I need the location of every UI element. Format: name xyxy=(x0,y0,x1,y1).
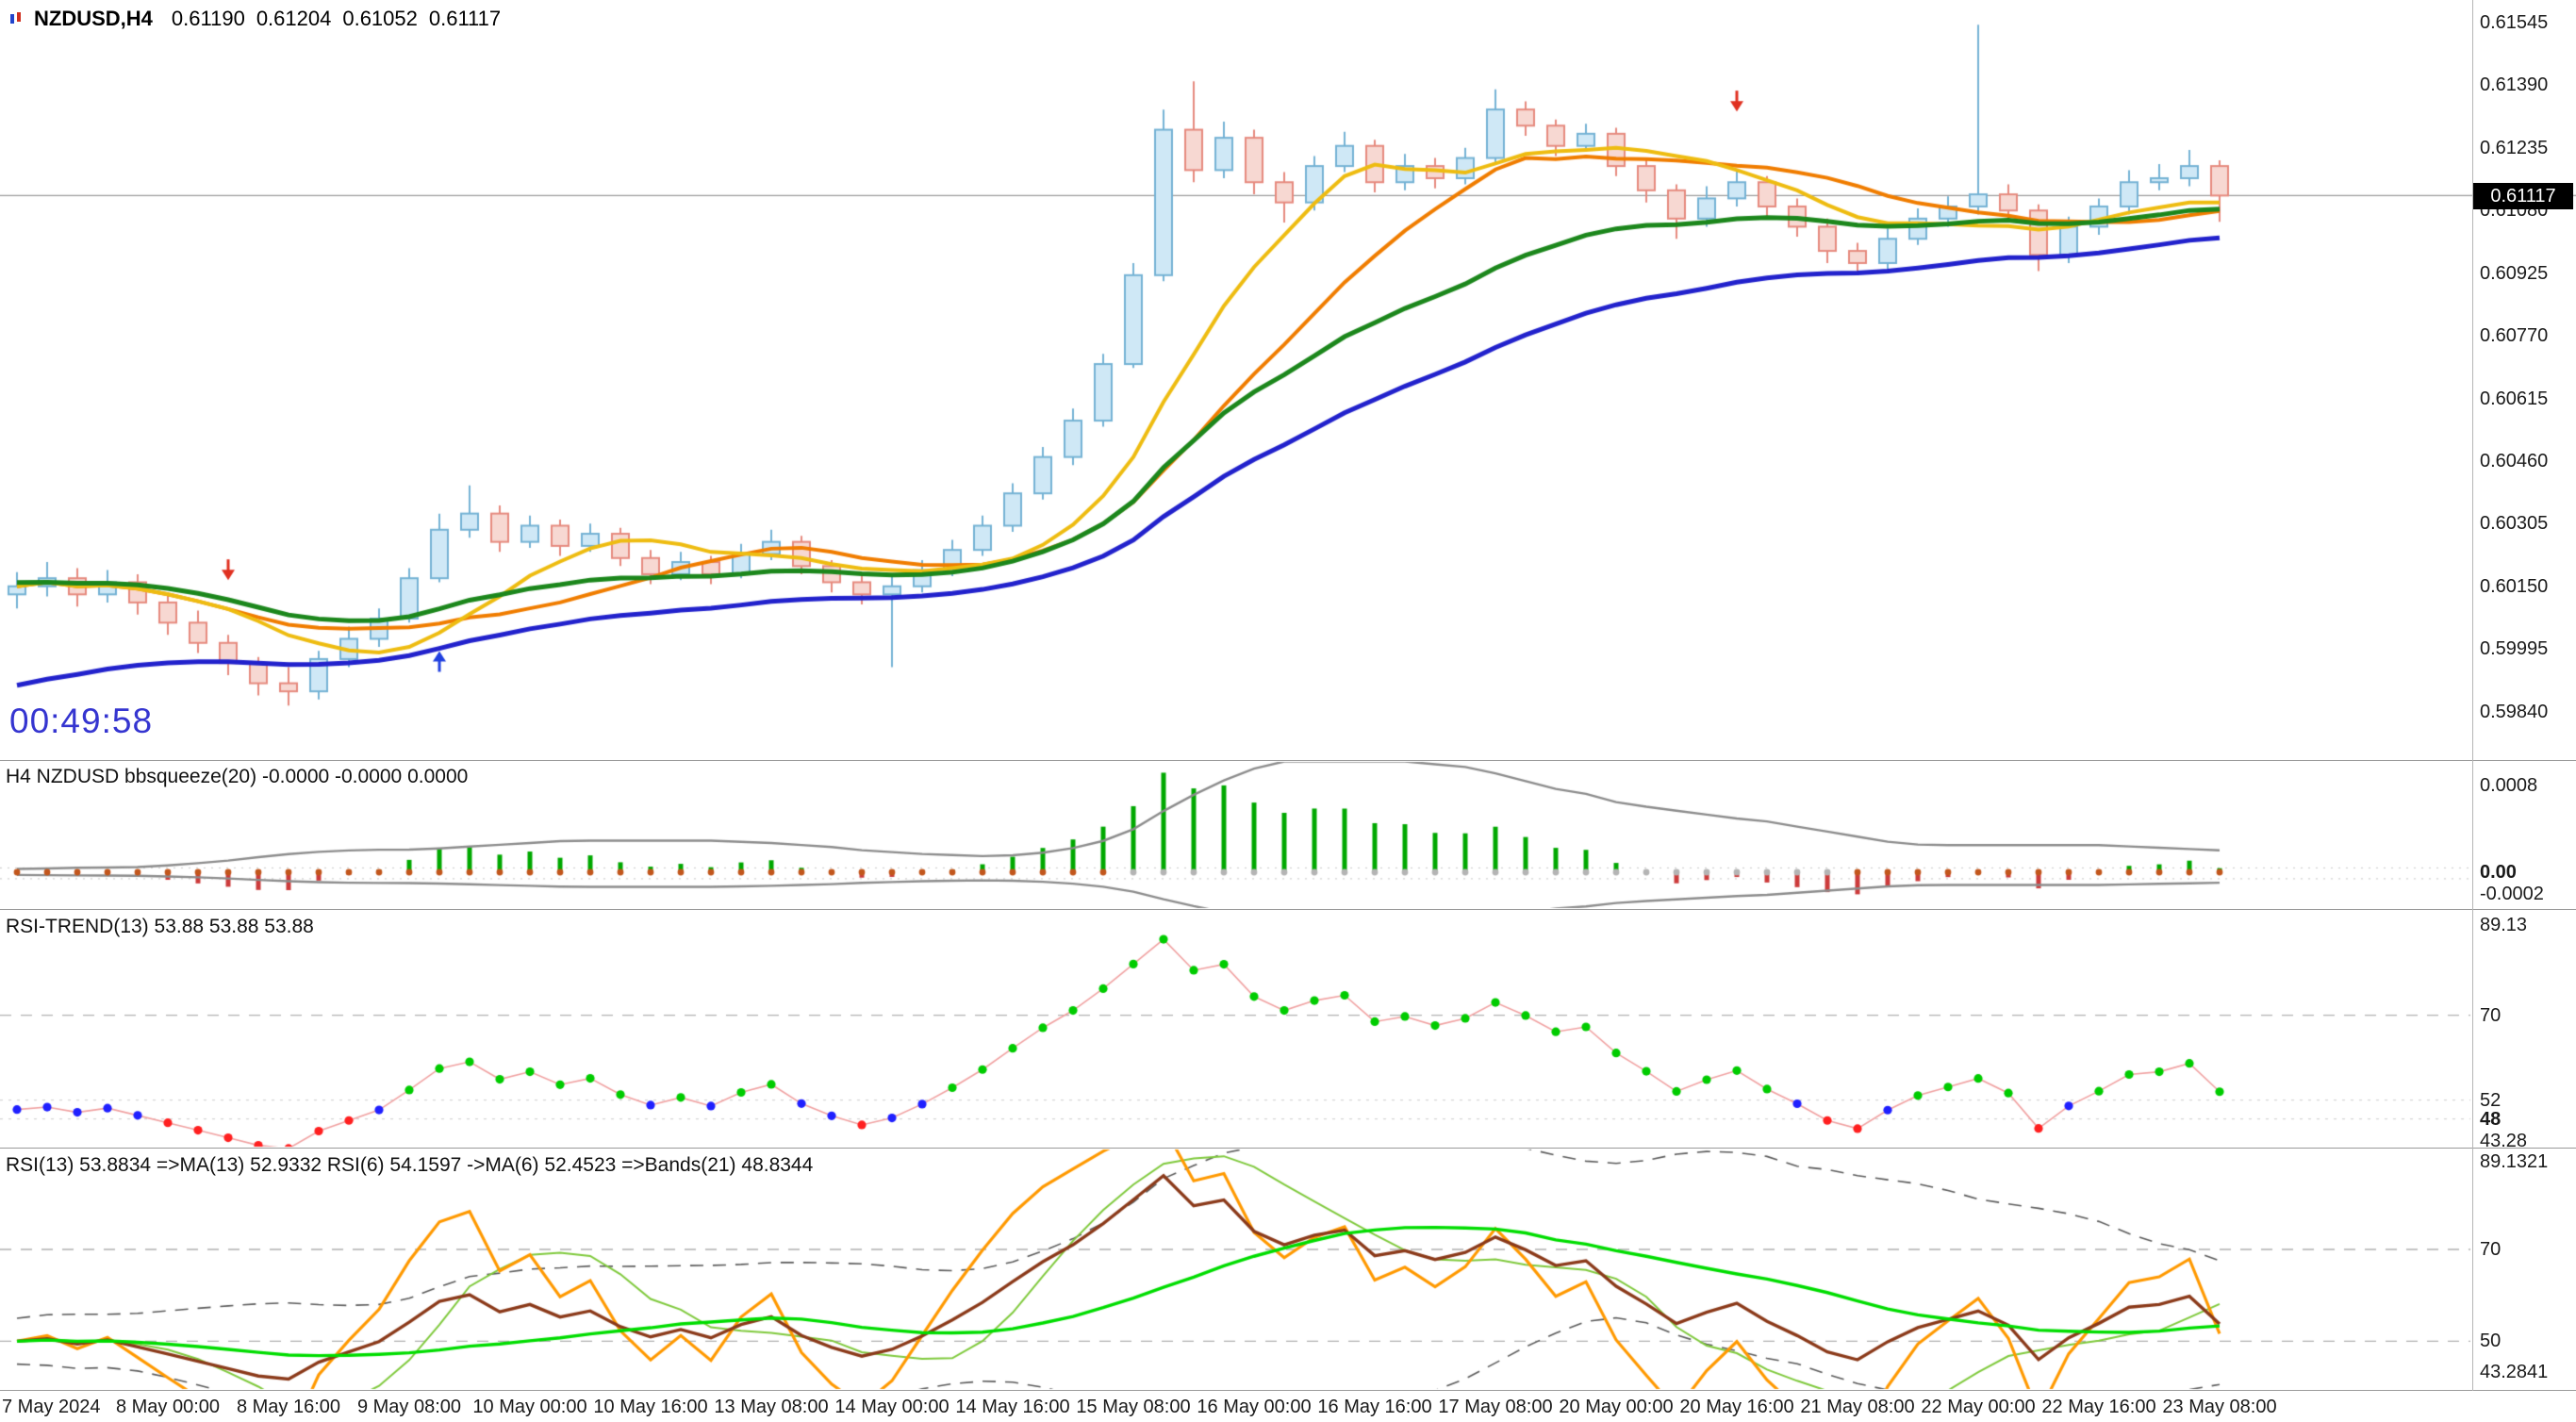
panel-separator[interactable] xyxy=(0,1390,2576,1391)
price-axis-label: 0.60150 xyxy=(2480,575,2549,597)
time-axis-label: 13 May 08:00 xyxy=(714,1397,829,1417)
time-axis-label: 10 May 16:00 xyxy=(593,1397,708,1417)
price-axis-label: 0.60615 xyxy=(2480,388,2549,409)
price-axis-label: 0.61545 xyxy=(2480,12,2549,33)
time-axis-label: 23 May 08:00 xyxy=(2162,1397,2277,1417)
bbsqueeze-axis-label: -0.0002 xyxy=(2480,884,2544,904)
current-price-badge: 0.61117 xyxy=(2473,183,2573,209)
price-axis-label: 0.60305 xyxy=(2480,513,2549,535)
bbsqueeze-axis-label: 0.0008 xyxy=(2480,775,2538,796)
candle-countdown-timer: 00:49:58 xyxy=(9,702,154,740)
chart-symbol-icon xyxy=(10,12,21,24)
price-axis-label: 0.60770 xyxy=(2480,325,2549,347)
rsi-trend-axis-label: 70 xyxy=(2480,1004,2502,1026)
main-chart-header: NZDUSD,H4 0.61190 0.61204 0.61052 0.6111… xyxy=(8,7,512,31)
time-axis-label: 9 May 08:00 xyxy=(356,1397,462,1417)
ohlc-high: 0.61204 xyxy=(256,7,332,30)
price-axis-label: 0.61235 xyxy=(2480,137,2549,158)
time-axis-label: 8 May 16:00 xyxy=(236,1397,341,1417)
price-axis-label: 0.59840 xyxy=(2480,701,2549,722)
rsi-axis-label: 70 xyxy=(2480,1239,2502,1261)
rsi-trend-values: 53.88 53.88 53.88 xyxy=(154,916,314,937)
rsi-trend-axis-label: 52 xyxy=(2480,1089,2502,1111)
axis-separator xyxy=(2472,0,2473,1391)
time-axis-label: 17 May 08:00 xyxy=(1438,1397,1553,1417)
price-axis-label: 0.60460 xyxy=(2480,450,2549,471)
price-axis-label: 0.59995 xyxy=(2480,638,2549,660)
ohlc-close: 0.61117 xyxy=(428,7,502,30)
rsi-axis-label: 50 xyxy=(2480,1331,2502,1352)
rsi-title: RSI(13) 53.8834 =>MA(13) 52.9332 RSI(6) … xyxy=(6,1154,814,1176)
time-axis-label: 22 May 16:00 xyxy=(2041,1397,2156,1417)
time-axis-label: 8 May 00:00 xyxy=(115,1397,221,1417)
bbsqueeze-values: -0.0000 -0.0000 0.0000 xyxy=(261,766,469,787)
panel-separator[interactable] xyxy=(0,909,2576,910)
rsi-trend-header: RSI-TREND(13) 53.88 53.88 53.88 xyxy=(6,916,314,938)
time-axis-label: 16 May 00:00 xyxy=(1197,1397,1312,1417)
ohlc-open: 0.61190 xyxy=(171,7,245,30)
time-axis-label: 14 May 00:00 xyxy=(834,1397,949,1417)
ohlc-low: 0.61052 xyxy=(342,7,418,30)
rsi-header: RSI(13) 53.8834 =>MA(13) 52.9332 RSI(6) … xyxy=(6,1154,813,1177)
time-axis-label: 20 May 00:00 xyxy=(1559,1397,1674,1417)
price-axis-label: 0.61390 xyxy=(2480,74,2549,96)
rsi-axis-label: 89.1321 xyxy=(2480,1151,2549,1172)
time-axis-label: 16 May 16:00 xyxy=(1317,1397,1432,1417)
rsi-trend-axis-label: 89.13 xyxy=(2480,915,2528,935)
time-axis-label: 21 May 08:00 xyxy=(1800,1397,1915,1417)
time-axis-label: 10 May 00:00 xyxy=(472,1397,587,1417)
bbsqueeze-header: H4 NZDUSD bbsqueeze(20) -0.0000 -0.0000 … xyxy=(6,766,468,788)
symbol-timeframe-label: NZDUSD,H4 xyxy=(34,7,153,30)
time-axis-label: 7 May 2024 xyxy=(2,1397,101,1417)
time-axis-label: 20 May 16:00 xyxy=(1679,1397,1794,1417)
rsi-trend-axis-label: 48 xyxy=(2480,1108,2502,1130)
panel-separator[interactable] xyxy=(0,1148,2576,1149)
bbsqueeze-title: H4 NZDUSD bbsqueeze(20) xyxy=(6,766,257,787)
time-axis-label: 22 May 00:00 xyxy=(1921,1397,2036,1417)
rsi-axis-label: 43.2841 xyxy=(2480,1362,2549,1382)
price-axis-label: 0.60925 xyxy=(2480,262,2549,284)
rsi-trend-axis-label: 43.28 xyxy=(2480,1131,2528,1152)
panel-separator[interactable] xyxy=(0,760,2576,761)
time-axis-label: 14 May 16:00 xyxy=(955,1397,1070,1417)
time-axis-label: 15 May 08:00 xyxy=(1076,1397,1191,1417)
rsi-trend-title: RSI-TREND(13) xyxy=(6,916,149,937)
bbsqueeze-axis-label: 0.00 xyxy=(2480,862,2517,883)
